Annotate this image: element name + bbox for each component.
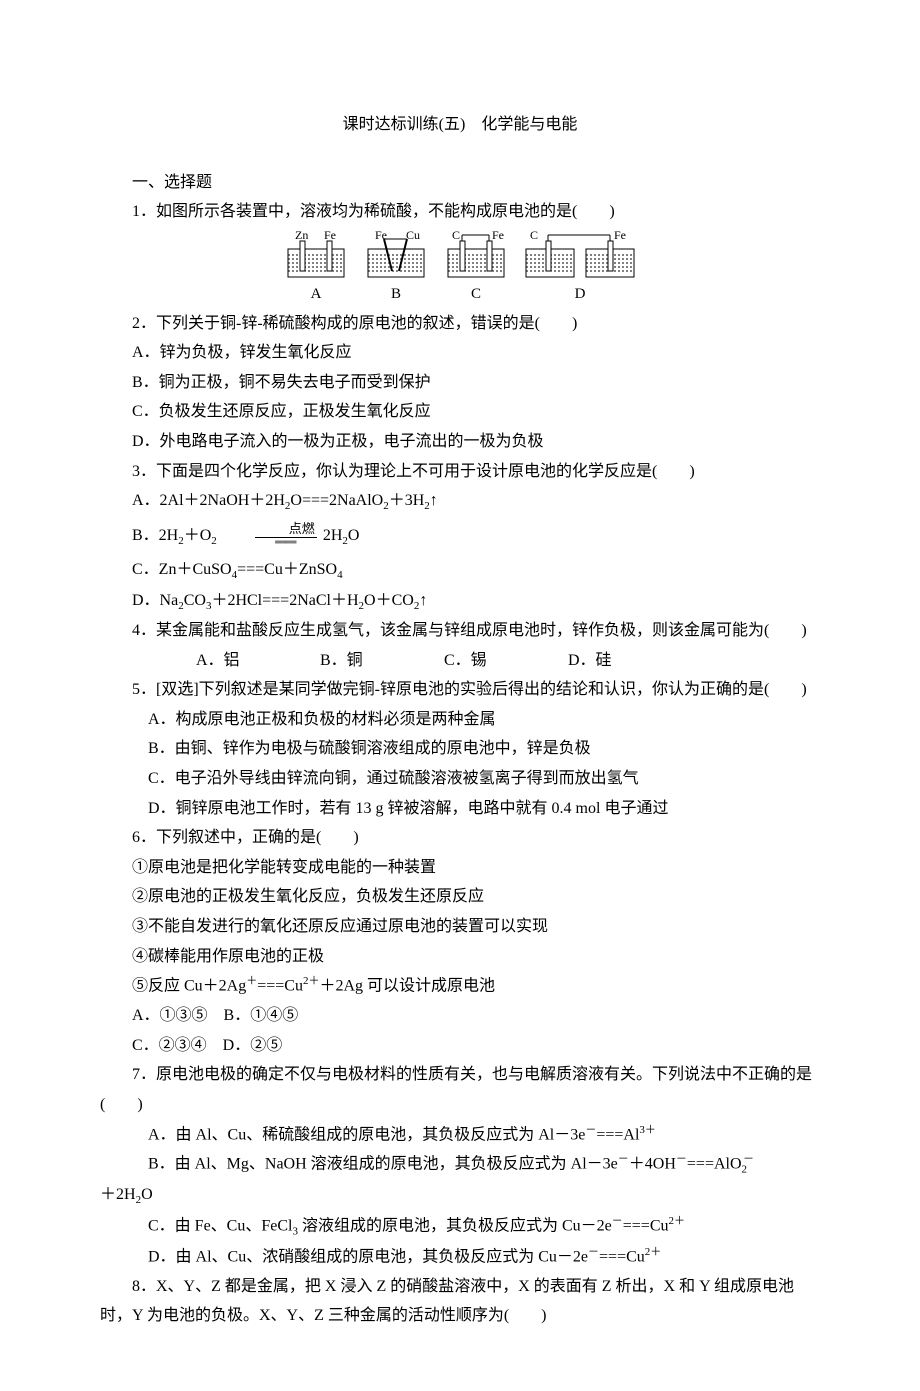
q3-option-b: B．2H2＋O2 点燃═══ 2H2O	[100, 517, 820, 555]
q6-option-ab: A．①③⑤ B．①④⑤	[100, 1001, 820, 1031]
device-a-label: A	[311, 281, 322, 309]
q5-option-b: B．由铜、锌作为电极与硫酸铜溶液组成的原电池中，锌是负极	[100, 734, 820, 764]
page-title: 课时达标训练(五) 化学能与电能	[100, 110, 820, 140]
device-d-label: D	[575, 281, 586, 309]
beaker-icon: Fe Cu	[362, 231, 430, 279]
q2-option-b: B．铜为正极，铜不易失去电子而受到保护	[100, 368, 820, 398]
q4-option-a: A．铝	[148, 646, 268, 676]
device-c-label: C	[471, 281, 481, 309]
q5-option-a: A．构成原电池正极和负极的材料必须是两种金属	[100, 705, 820, 735]
question-4-stem: 4．某金属能和盐酸反应生成氢气，该金属与锌组成原电池时，锌作负极，则该金属可能为…	[100, 616, 820, 646]
q6-statement-4: ④碳棒能用作原电池的正极	[100, 942, 820, 972]
q6-statement-1: ①原电池是把化学能转变成电能的一种装置	[100, 853, 820, 883]
electrode-label: Fe	[375, 231, 387, 242]
beaker-pair-icon: C Fe	[522, 231, 638, 279]
q4-option-d: D．硅	[520, 646, 640, 676]
electrode-label: C	[452, 231, 460, 242]
question-3-stem: 3．下面是四个化学反应，你认为理论上不可用于设计原电池的化学反应是( )	[100, 457, 820, 487]
q6-statement-3: ③不能自发进行的氧化还原反应通过原电池的装置可以实现	[100, 912, 820, 942]
question-1-stem: 1．如图所示各装置中，溶液均为稀硫酸，不能构成原电池的是( )	[100, 197, 820, 227]
q7-option-c: C．由 Fe、Cu、FeCl3 溶液组成的原电池，其负极反应式为 Cu－2e－=…	[100, 1211, 820, 1242]
question-8-stem: 8．X、Y、Z 都是金属，把 X 浸入 Z 的硝酸盐溶液中，X 的表面有 Z 析…	[100, 1272, 820, 1331]
page-content: 课时达标训练(五) 化学能与电能 一、选择题 1．如图所示各装置中，溶液均为稀硫…	[0, 0, 920, 1391]
q3-option-c: C．Zn＋CuSO4===Cu＋ZnSO4	[100, 555, 820, 586]
beaker-icon: C Fe	[442, 231, 510, 279]
q1-device-c: C Fe C	[442, 231, 510, 309]
electrode-label: Fe	[324, 231, 336, 242]
q4-option-c: C．锡	[396, 646, 516, 676]
electrode-label: Zn	[295, 231, 308, 242]
q6-option-cd: C．②③④ D．②⑤	[100, 1031, 820, 1061]
q3-option-a: A．2Al＋2NaOH＋2H2O===2NaAlO2＋3H2↑	[100, 486, 820, 517]
q5-option-d: D．铜锌原电池工作时，若有 13 g 锌被溶解，电路中就有 0.4 mol 电子…	[100, 794, 820, 824]
question-6-stem: 6．下列叙述中，正确的是( )	[100, 823, 820, 853]
question-2-stem: 2．下列关于铜-锌-稀硫酸构成的原电池的叙述，错误的是( )	[100, 309, 820, 339]
q7-option-b: B．由 Al、Mg、NaOH 溶液组成的原电池，其负极反应式为 Al－3e－＋4…	[100, 1149, 820, 1210]
q4-options: A．铝 B．铜 C．锡 D．硅	[100, 646, 820, 676]
q4-option-b: B．铜	[272, 646, 392, 676]
q6-statement-2: ②原电池的正极发生氧化反应，负极发生还原反应	[100, 882, 820, 912]
electrode-label: C	[530, 231, 538, 242]
q7-option-a: A．由 Al、Cu、稀硫酸组成的原电池，其负极反应式为 Al－3e－===Al3…	[100, 1120, 820, 1150]
electrode-label: Fe	[614, 231, 626, 242]
q2-option-a: A．锌为负极，锌发生氧化反应	[100, 338, 820, 368]
beaker-icon: Zn Fe	[282, 231, 350, 279]
q6-statement-5: ⑤反应 Cu＋2Ag＋===Cu2＋＋2Ag 可以设计成原电池	[100, 971, 820, 1001]
q5-option-c: C．电子沿外导线由锌流向铜，通过硫酸溶液被氢离子得到而放出氢气	[100, 764, 820, 794]
electrode-label: Cu	[406, 231, 420, 242]
q1-device-b: Fe Cu B	[362, 231, 430, 309]
electrode-label: Fe	[492, 231, 504, 242]
q7-option-d: D．由 Al、Cu、浓硝酸组成的原电池，其负极反应式为 Cu－2e－===Cu2…	[100, 1242, 820, 1272]
section-heading-1: 一、选择题	[100, 168, 820, 198]
q1-diagram-row: Zn Fe A Fe Cu	[100, 231, 820, 309]
q1-device-d: C Fe D	[522, 231, 638, 309]
question-5-stem: 5．[双选]下列叙述是某同学做完铜-锌原电池的实验后得出的结论和认识，你认为正确…	[100, 675, 820, 705]
q2-option-c: C．负极发生还原反应，正极发生氧化反应	[100, 397, 820, 427]
device-b-label: B	[391, 281, 401, 309]
q2-option-d: D．外电路电子流入的一极为正极，电子流出的一极为负极	[100, 427, 820, 457]
q1-device-a: Zn Fe A	[282, 231, 350, 309]
question-7-stem: 7．原电池电极的确定不仅与电极材料的性质有关，也与电解质溶液有关。下列说法中不正…	[100, 1060, 820, 1119]
q3-option-d: D．Na2CO3＋2HCl===2NaCl＋H2O＋CO2↑	[100, 586, 820, 617]
